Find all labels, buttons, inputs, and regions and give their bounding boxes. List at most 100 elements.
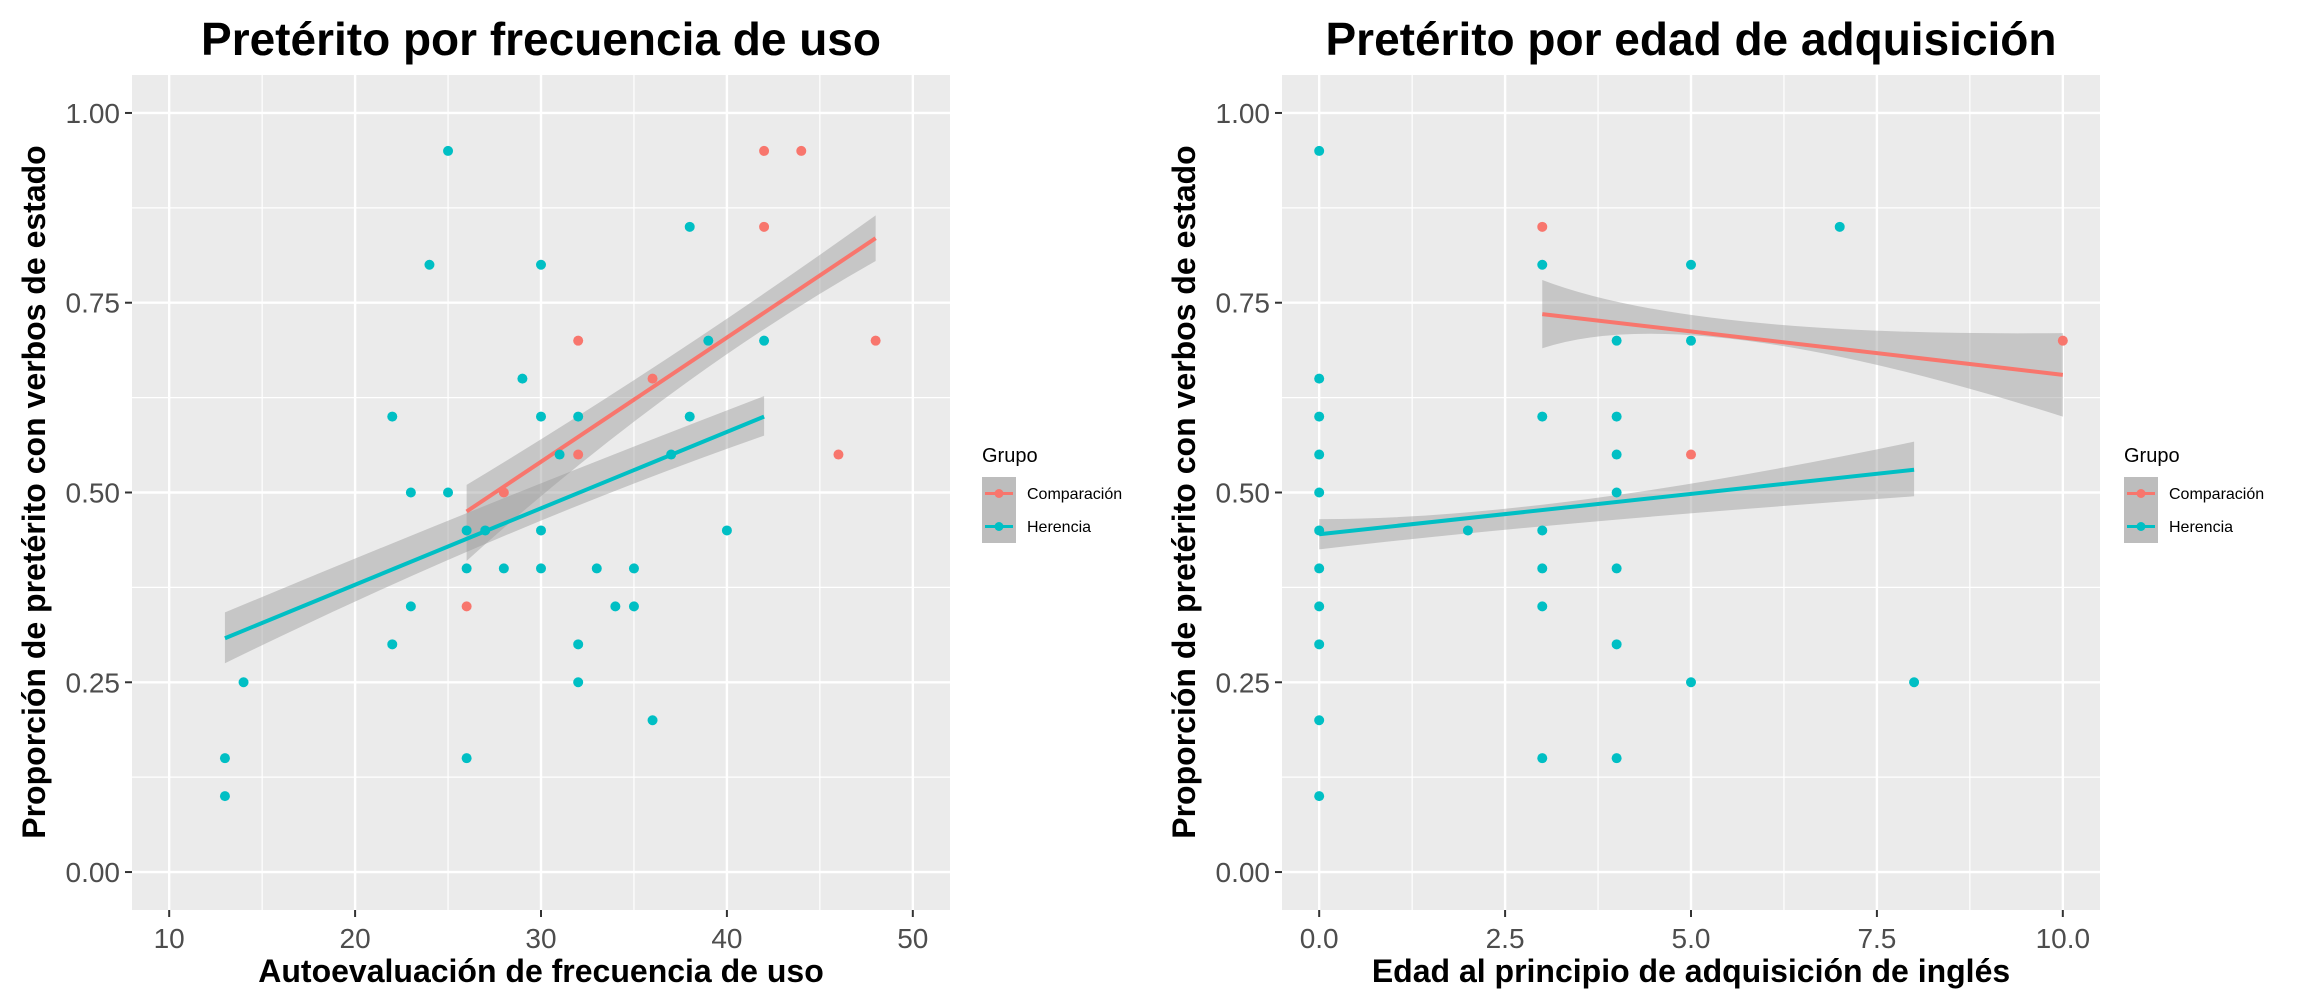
legend-label: Comparación <box>2169 486 2264 503</box>
data-point-Herencia <box>424 259 435 270</box>
data-point-Herencia <box>1611 639 1622 650</box>
legend: Grupo Comparación Herencia <box>2124 445 2264 543</box>
data-point-Herencia <box>1686 259 1696 270</box>
data-point-Herencia <box>1537 601 1548 612</box>
data-point-Comparación <box>1686 449 1696 460</box>
y-ticks: 0.00 0.25 0.50 0.75 1.00 <box>1216 98 1282 888</box>
legend-key-point <box>994 489 1004 498</box>
data-point-Herencia <box>1611 335 1622 346</box>
data-point-Herencia <box>1314 791 1325 802</box>
data-point-Herencia <box>1314 145 1325 156</box>
data-point-Herencia <box>666 449 677 460</box>
data-point-Herencia <box>1834 221 1845 232</box>
legend-key-point <box>2136 522 2146 531</box>
data-point-Herencia <box>1537 525 1548 536</box>
data-point-Comparación <box>759 145 770 156</box>
y-tick-label: 0.50 <box>66 478 121 509</box>
data-point-Herencia <box>591 563 602 574</box>
legend-key-point <box>2136 489 2146 498</box>
data-point-Herencia <box>1314 601 1325 612</box>
data-point-Comparación <box>461 601 472 612</box>
data-point-Herencia <box>387 411 398 422</box>
legend-label: Herencia <box>1027 519 1091 536</box>
chart-title: Pretérito por edad de adquisición <box>1325 13 2056 65</box>
data-point-Comparación <box>1537 221 1548 232</box>
data-point-Herencia <box>1611 563 1622 574</box>
y-tick-label: 0.50 <box>1216 478 1271 509</box>
data-point-Herencia <box>1611 411 1622 422</box>
y-tick-label: 0.75 <box>1216 288 1271 319</box>
data-point-Herencia <box>219 791 230 802</box>
data-point-Herencia <box>684 221 695 232</box>
legend-title: Grupo <box>982 445 1038 467</box>
data-point-Herencia <box>1314 487 1325 498</box>
data-point-Herencia <box>219 753 230 764</box>
data-point-Herencia <box>536 525 546 536</box>
fit-line-Comparación <box>465 236 877 514</box>
data-point-Herencia <box>628 601 639 612</box>
data-point-Herencia <box>536 259 546 270</box>
confidence-band-Herencia <box>224 396 765 664</box>
y-axis-title: Proporción de pretérito con verbos de es… <box>1166 145 1202 838</box>
legend-label: Comparación <box>1027 486 1122 503</box>
data-point-Herencia <box>405 487 416 498</box>
y-tick-label: 0.00 <box>66 857 121 888</box>
data-point-Herencia <box>536 563 546 574</box>
data-point-Comparación <box>573 449 584 460</box>
data-point-Herencia <box>443 487 454 498</box>
y-axis-title: Proporción de pretérito con verbos de es… <box>16 145 52 838</box>
x-axis-title: Autoevaluación de frecuencia de uso <box>258 953 823 989</box>
data-point-Comparación <box>796 145 807 156</box>
fit-line-Herencia <box>1318 467 1915 537</box>
data-point-Herencia <box>1314 411 1325 422</box>
data-point-Herencia <box>461 525 472 536</box>
y-tick-label: 1.00 <box>66 98 121 129</box>
data-point-Herencia <box>1462 525 1473 536</box>
data-point-Herencia <box>573 411 584 422</box>
data-point-Comparación <box>498 487 509 498</box>
y-tick-label: 0.25 <box>66 667 121 698</box>
data-point-Herencia <box>498 563 509 574</box>
data-point-Comparación <box>759 221 770 232</box>
data-point-Herencia <box>1314 639 1325 650</box>
data-points <box>219 145 881 802</box>
confidence-band-Comparación <box>466 215 876 561</box>
x-tick-label: 40 <box>711 923 742 954</box>
chart-panel-frequency: 10 20 30 40 50 0.00 0.25 0.50 0.75 1.00 Pretérit… <box>16 13 1122 989</box>
x-ticks: 10 20 30 40 50 <box>154 910 928 954</box>
data-point-Comparación <box>2057 335 2068 346</box>
data-point-Herencia <box>573 677 584 688</box>
data-point-Comparación <box>573 335 584 346</box>
data-point-Herencia <box>1314 563 1325 574</box>
x-tick-label: 5.0 <box>1672 923 1711 954</box>
data-point-Comparación <box>647 373 658 384</box>
y-tick-label: 0.75 <box>66 288 121 319</box>
fit-lines <box>1318 312 2064 537</box>
x-tick-label: 7.5 <box>1857 923 1896 954</box>
chart-title: Pretérito por frecuencia de uso <box>201 13 881 65</box>
data-point-Herencia <box>554 449 565 460</box>
data-point-Herencia <box>238 677 249 688</box>
y-ticks: 0.00 0.25 0.50 0.75 1.00 <box>66 98 132 888</box>
legend-title: Grupo <box>2124 445 2180 467</box>
fit-line-Comparación <box>1542 312 2064 377</box>
x-tick-label: 10 <box>154 923 185 954</box>
data-point-Herencia <box>1686 677 1696 688</box>
x-tick-label: 10.0 <box>2036 923 2091 954</box>
y-tick-label: 0.00 <box>1216 857 1271 888</box>
data-point-Herencia <box>461 563 472 574</box>
data-point-Herencia <box>1537 753 1548 764</box>
confidence-bands <box>224 215 876 664</box>
data-point-Herencia <box>1909 677 1920 688</box>
data-point-Herencia <box>647 715 658 726</box>
data-point-Herencia <box>480 525 491 536</box>
x-tick-label: 50 <box>897 923 928 954</box>
data-point-Herencia <box>1314 373 1325 384</box>
data-point-Herencia <box>405 601 416 612</box>
data-point-Herencia <box>684 411 695 422</box>
data-point-Herencia <box>461 753 472 764</box>
data-point-Herencia <box>721 525 732 536</box>
data-point-Comparación <box>870 335 881 346</box>
